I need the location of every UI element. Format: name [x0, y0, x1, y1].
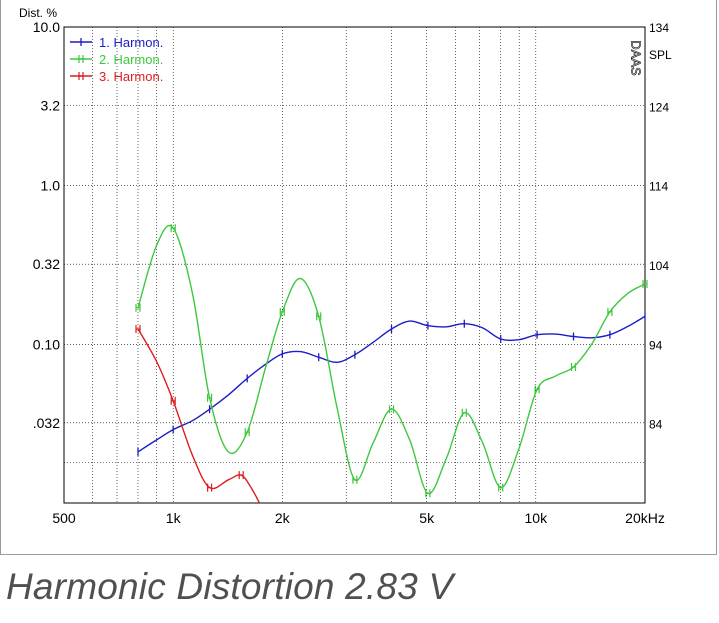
- data-point-marker: [135, 303, 141, 312]
- x-tick-label: 1k: [166, 510, 182, 526]
- data-point-marker: [170, 224, 176, 233]
- chart-caption: Harmonic Distortion 2.83 V: [6, 566, 454, 607]
- series-1-harmonic: [137, 312, 646, 456]
- series-2-harmonic: [135, 224, 648, 498]
- data-point-marker: [207, 483, 213, 492]
- data-point-marker: [279, 307, 285, 316]
- series-3-harmonic: [135, 325, 261, 504]
- data-point-marker: [135, 325, 141, 333]
- legend-label: 1. Harmon.: [99, 35, 163, 50]
- legend: 1. Harmon. 2. Harmon. 3. Harmon.: [70, 35, 163, 84]
- x-tick-label: 5k: [419, 510, 435, 526]
- axis-labels: Dist. % SPL DAAS 500 1k 2k 5k 10k 20kHz 10.0 3.…: [19, 6, 672, 526]
- grid: [64, 27, 645, 503]
- legend-entry: 2. Harmon.: [70, 52, 163, 67]
- chart-frame: Dist. % SPL DAAS 500 1k 2k 5k 10k 20kHz 10.0 3.…: [0, 0, 717, 555]
- spl-tick-label: 94: [649, 338, 663, 352]
- data-point-marker: [534, 385, 540, 394]
- data-point-marker: [316, 312, 322, 321]
- data-point-marker: [425, 489, 431, 498]
- series-layer: [135, 224, 648, 504]
- data-point-marker: [207, 393, 213, 402]
- data-point-marker: [461, 408, 467, 417]
- spl-tick-label: 124: [649, 100, 669, 114]
- data-point-marker: [78, 72, 84, 80]
- plot-border: [63, 26, 646, 504]
- legend-entry: 3. Harmon.: [70, 69, 163, 84]
- x-tick-label: 2k: [275, 510, 291, 526]
- x-tick-label: 500: [52, 510, 76, 526]
- data-point-marker: [170, 396, 176, 405]
- legend-label: 2. Harmon.: [99, 52, 163, 67]
- data-point-marker: [352, 475, 358, 484]
- y-tick-label: 0.32: [33, 256, 60, 272]
- x-tick-label: 10k: [525, 510, 549, 526]
- right-axis-title: SPL: [649, 48, 672, 62]
- left-axis-title: Dist. %: [19, 6, 57, 20]
- data-point-marker: [244, 428, 250, 437]
- spl-tick-label: 114: [649, 180, 668, 194]
- data-point-marker: [642, 280, 648, 288]
- data-point-marker: [570, 363, 577, 371]
- data-point-marker: [498, 483, 504, 492]
- harmonic-distortion-chart: Dist. % SPL DAAS 500 1k 2k 5k 10k 20kHz 10.0 3.…: [19, 6, 672, 526]
- data-point-marker: [388, 405, 395, 414]
- x-tick-label: 20kHz: [625, 510, 665, 526]
- y-tick-label: 10.0: [33, 19, 60, 35]
- data-point-marker: [607, 307, 613, 316]
- y-tick-label: 1.0: [41, 178, 61, 194]
- daas-watermark: DAAS: [629, 40, 644, 76]
- y-tick-label: .032: [33, 415, 60, 431]
- spl-tick-label: 84: [649, 418, 663, 432]
- y-tick-label: 0.10: [33, 336, 60, 352]
- spl-tick-label: 104: [649, 259, 669, 273]
- y-tick-label: 3.2: [41, 98, 61, 114]
- spl-tick-label: 134: [649, 21, 669, 35]
- legend-entry: 1. Harmon.: [70, 35, 163, 50]
- data-point-marker: [238, 471, 244, 480]
- series-line: [137, 224, 646, 495]
- legend-label: 3. Harmon.: [99, 69, 163, 84]
- data-point-marker: [78, 55, 84, 63]
